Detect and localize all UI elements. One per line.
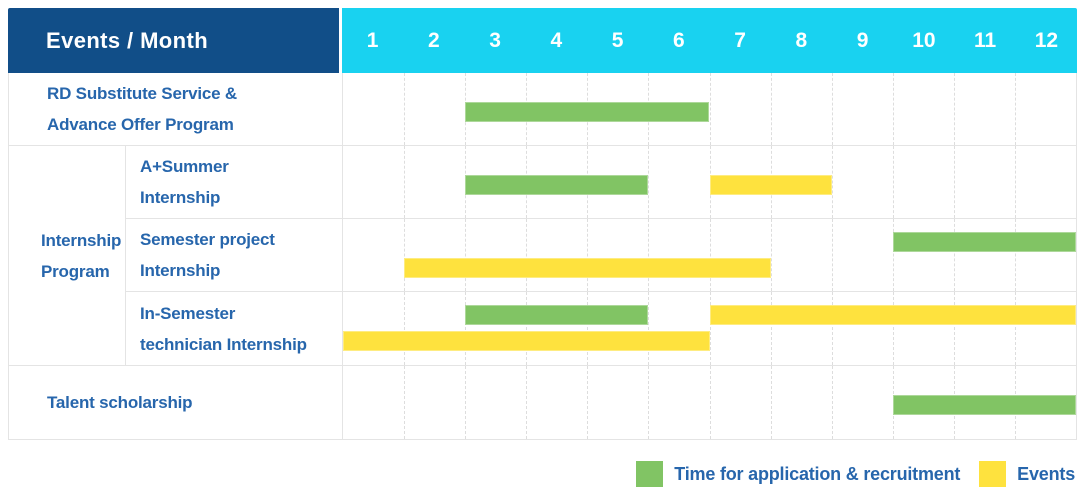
row-label-a-plus-summer: A+Summer Internship (126, 146, 343, 218)
month-gridline (404, 146, 406, 218)
month-header-8: 8 (795, 28, 808, 52)
month-gridline (465, 219, 467, 291)
month-gridline (587, 219, 589, 291)
month-gridline (953, 73, 955, 145)
legend-item-application-recruitment: Time for application & recruitment (636, 461, 960, 487)
legend-label-application-recruitment: Time for application & recruitment (674, 463, 961, 484)
timeline-lane-a-plus-summer (343, 146, 1076, 218)
group-label-internship-program: Internship Program (9, 146, 126, 365)
row-label-talent-scholarship: Talent scholarship (9, 366, 343, 439)
legend-label-events: Events (1017, 463, 1075, 484)
events-month-header-cell: Events / Month (8, 8, 342, 73)
month-gridline (404, 219, 406, 291)
month-header-12: 12 (1034, 28, 1059, 52)
table-header-row: Events / Month 1 2 3 4 5 6 7 8 9 10 11 12 (8, 8, 1077, 73)
table-row-in-semester-technician: In-Semester technician Internship (126, 292, 1076, 365)
month-header-7: 7 (734, 28, 746, 52)
event-bar (343, 331, 710, 351)
month-gridline (770, 292, 772, 365)
month-gridline (526, 219, 528, 291)
month-gridline (953, 292, 955, 365)
table-row-talent-scholarship: Talent scholarship (9, 366, 1076, 439)
green-swatch-icon (636, 461, 664, 487)
row-label-rd-substitute: RD Substitute Service & Advance Offer Pr… (9, 73, 343, 145)
month-gridline (587, 292, 589, 365)
application-recruitment-bar (892, 232, 1076, 252)
month-gridline (892, 146, 894, 218)
table-row-semester-project: Semester project Internship (126, 219, 1076, 292)
timeline-lane-semester-project (343, 219, 1076, 291)
month-gridline (1014, 73, 1016, 145)
month-gridline (831, 219, 833, 291)
month-gridline (648, 219, 650, 291)
timeline-lane-rd-substitute (343, 73, 1076, 145)
month-gridline (648, 146, 650, 218)
month-gridline (648, 366, 650, 439)
month-gridline (1014, 146, 1016, 218)
application-recruitment-bar (465, 102, 710, 122)
month-header-1: 1 (366, 28, 379, 52)
month-gridline (709, 73, 711, 145)
event-bar (709, 175, 832, 195)
legend-item-events: Events (979, 461, 1075, 487)
month-gridline (465, 292, 467, 365)
application-recruitment-bar (465, 175, 649, 195)
month-gridline (526, 292, 528, 365)
internship-program-subrows: A+Summer Internship Semester project Int… (126, 146, 1076, 365)
month-gridline (404, 73, 406, 145)
month-gridline (587, 366, 589, 439)
table-row-a-plus-summer: A+Summer Internship (126, 146, 1076, 219)
month-gridline (770, 219, 772, 291)
row-label-semester-project: Semester project Internship (126, 219, 343, 291)
month-gridline (465, 366, 467, 439)
month-gridline (953, 146, 955, 218)
month-gridline (526, 366, 528, 439)
event-bar (404, 258, 771, 278)
month-gridline (404, 292, 406, 365)
month-header-2: 2 (428, 28, 440, 52)
table-row-rd-substitute: RD Substitute Service & Advance Offer Pr… (9, 73, 1076, 146)
month-gridline (831, 146, 833, 218)
month-gridline (1014, 292, 1016, 365)
month-gridline (831, 292, 833, 365)
month-header-row: 1 2 3 4 5 6 7 8 9 10 11 12 (342, 8, 1077, 73)
month-header-5: 5 (611, 28, 624, 52)
gantt-chart: Events / Month 1 2 3 4 5 6 7 8 9 10 11 12 RD Substi… (8, 8, 1077, 440)
table-body: RD Substitute Service & Advance Offer Pr… (8, 73, 1077, 440)
month-header-11: 11 (974, 28, 997, 52)
month-gridline (404, 366, 406, 439)
month-gridline (831, 366, 833, 439)
month-gridline (892, 73, 894, 145)
month-gridline (831, 73, 833, 145)
month-gridline (648, 292, 650, 365)
event-bar (709, 305, 1076, 325)
yellow-swatch-icon (979, 461, 1007, 487)
month-gridline (709, 366, 711, 439)
month-header-6: 6 (673, 28, 685, 52)
internship-program-group: Internship Program A+Summer Internship S… (9, 146, 1076, 366)
legend: Time for application & recruitment Event… (636, 461, 1075, 487)
month-header-9: 9 (856, 28, 869, 52)
month-header-3: 3 (489, 28, 501, 52)
row-label-in-semester-technician: In-Semester technician Internship (126, 292, 343, 365)
month-header-10: 10 (912, 28, 936, 52)
month-gridline (1014, 219, 1016, 291)
month-gridline (709, 292, 711, 365)
month-gridline (770, 366, 772, 439)
timeline-lane-in-semester-technician (343, 292, 1076, 365)
month-gridline (770, 73, 772, 145)
month-gridline (953, 219, 955, 291)
events-month-header-label: Events / Month (46, 27, 209, 53)
application-recruitment-bar (465, 305, 649, 325)
month-gridline (892, 292, 894, 365)
month-gridline (892, 219, 894, 291)
month-header-4: 4 (550, 28, 563, 52)
month-gridline (709, 219, 711, 291)
timeline-lane-talent-scholarship (343, 366, 1076, 439)
application-recruitment-bar (892, 395, 1076, 415)
